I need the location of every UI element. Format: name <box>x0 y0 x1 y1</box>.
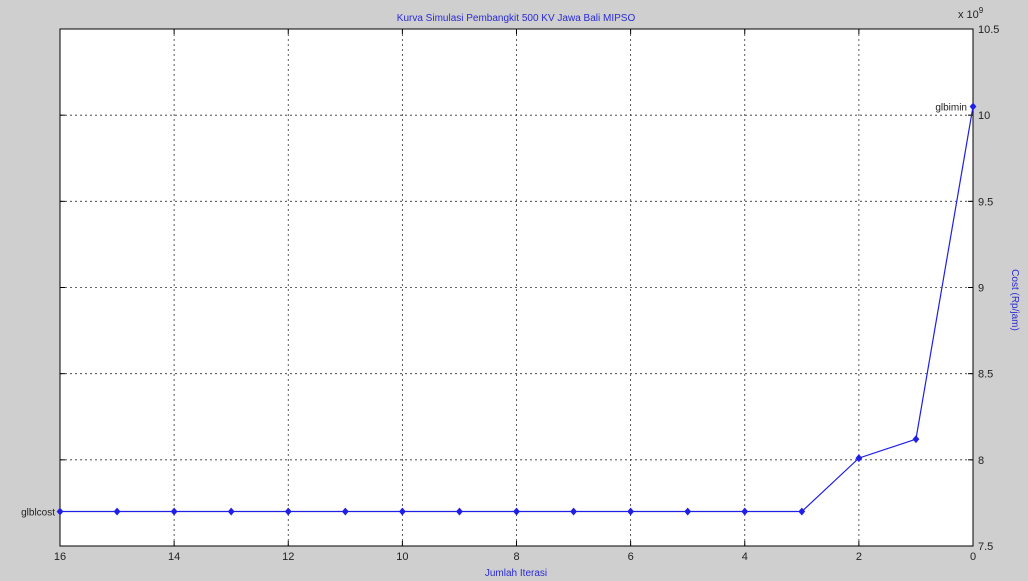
series-point <box>798 507 806 516</box>
series-point <box>855 454 863 463</box>
series-point <box>227 507 235 516</box>
x-tick-label: 4 <box>742 551 748 563</box>
y-exponent-power: 9 <box>979 6 984 15</box>
x-tick-label: 0 <box>970 551 976 563</box>
y-tick-label: 8.5 <box>978 369 993 381</box>
annotation-layer: glbimin glblcost <box>21 103 967 519</box>
grid-layer <box>60 29 973 546</box>
annotation-label: glblcost <box>21 508 55 519</box>
y-tick-label: 9.5 <box>978 196 993 208</box>
series-point <box>513 507 520 516</box>
y-tick-label: 10.5 <box>978 24 999 36</box>
chart-title: Kurva Simulasi Pembangkit 500 KV Jawa Ba… <box>397 13 636 24</box>
y-exponent-label: x 109 <box>958 6 984 21</box>
x-tick-label: 16 <box>54 551 66 563</box>
series-point <box>170 507 178 516</box>
annotation-label: glbimin <box>935 103 967 114</box>
series-point <box>684 507 692 516</box>
x-tick-label: 8 <box>513 551 519 563</box>
series-point <box>969 102 977 111</box>
x-tick-label: 14 <box>168 551 180 563</box>
x-tick-label: 12 <box>282 551 294 563</box>
x-tick-label: 2 <box>856 551 862 563</box>
series-point <box>113 507 121 516</box>
y-tick-label: 8 <box>978 455 984 467</box>
series-point <box>398 507 406 516</box>
series-point <box>912 435 920 444</box>
y-axis-label: Cost (Rp/jam) <box>1009 269 1020 331</box>
series-layer <box>56 102 977 516</box>
series-point <box>627 507 635 516</box>
y-tick-label: 10 <box>978 110 990 122</box>
series-point <box>456 507 463 516</box>
x-tick-label: 6 <box>628 551 634 563</box>
y-tick-label: 7.5 <box>978 541 993 553</box>
y-exponent-base: x 10 <box>958 9 979 21</box>
x-tick-label: 10 <box>396 551 408 563</box>
series-point <box>284 507 292 516</box>
y-tick-label: 9 <box>978 283 984 295</box>
series-point <box>56 507 64 516</box>
x-axis-label: Jumlah Iterasi <box>485 568 547 579</box>
tick-layer: 0 2 4 6 8 10 12 14 16 7.5 8 8.5 9 9.5 10 10.5 <box>54 24 1000 563</box>
series-point <box>341 507 349 516</box>
series-point <box>741 507 749 516</box>
series-point <box>570 507 577 516</box>
